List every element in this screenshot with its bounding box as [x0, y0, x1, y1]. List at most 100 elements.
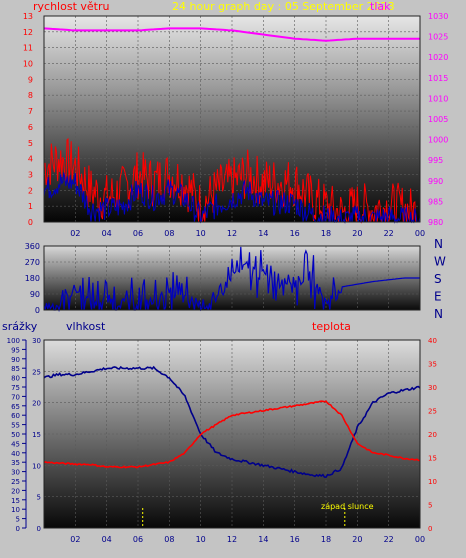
wind-gust-line: [43, 172, 421, 224]
temperature-tick-label: 10: [428, 478, 437, 486]
direction-tick-label: 180: [25, 274, 40, 283]
precip-tick-label: 100: [7, 337, 20, 345]
x-tick-label: 16: [290, 229, 300, 238]
wind-tick-label: 3: [28, 170, 33, 179]
precip-tick-label: 65: [11, 403, 20, 411]
x-tick-label: 20: [352, 229, 362, 238]
x-tick-label: 18: [321, 229, 331, 238]
x-tick-label: 04: [102, 229, 112, 238]
compass-letter: S: [434, 272, 442, 286]
humidity-label: vlhkost: [66, 320, 106, 333]
precip-tick-label: 70: [11, 393, 20, 401]
x-tick-label: 08: [164, 535, 174, 544]
precip-tick-label: 75: [11, 384, 20, 392]
x-tick-label: 10: [196, 229, 206, 238]
precip-tick-label: 25: [11, 478, 20, 486]
temperature-tick-label: 30: [428, 384, 437, 392]
compass-letter: N: [434, 307, 443, 321]
humidity-tick-label: 25: [32, 368, 41, 376]
precip-tick-label: 90: [11, 356, 20, 364]
precip-tick-label: 20: [11, 487, 20, 495]
humidity-line: [43, 365, 421, 479]
precip-tick-label: 95: [11, 346, 20, 354]
chart-title: 24 hour graph day : 05 September 2023: [172, 0, 395, 13]
pressure-tick-label: 990: [428, 177, 443, 186]
wind-tick-label: 13: [23, 12, 33, 21]
direction-panel-frame: [43, 245, 421, 311]
wind-series: [43, 27, 421, 224]
precip-tick-label: 50: [11, 431, 20, 439]
wind-tick-label: 4: [28, 155, 33, 164]
precip-label: srážky: [2, 320, 38, 333]
pressure-line: [43, 27, 420, 42]
direction-series: [43, 246, 420, 313]
pressure-tick-label: 1000: [428, 136, 448, 145]
direction-tick-label: 360: [25, 242, 40, 251]
x-tick-label: 18: [321, 535, 331, 544]
x-tick-label: 16: [290, 535, 300, 544]
pressure-label: tlak: [370, 0, 391, 13]
precip-tick-label: 5: [16, 516, 20, 524]
direction-axis: 0 90 180 270 360: [25, 242, 40, 315]
wind-speed-line: [43, 137, 420, 224]
x-tick-label: 12: [227, 229, 237, 238]
humidity-x-axis: 02 04 06 08 10 12 14 16 18 20 22 00: [70, 535, 425, 544]
pressure-tick-label: 1020: [428, 53, 448, 62]
wind-tick-label: 7: [28, 107, 33, 116]
pressure-tick-label: 1010: [428, 94, 448, 103]
wind-speed-label: rychlost větru: [33, 0, 109, 13]
compass-letter: E: [434, 290, 442, 304]
x-tick-label: 10: [196, 535, 206, 544]
wind-tick-label: 8: [28, 91, 33, 100]
temperature-line: [43, 400, 421, 469]
x-tick-label: 12: [227, 535, 237, 544]
humidity-tick-label: 10: [32, 462, 41, 470]
compass-letter: W: [434, 255, 446, 269]
direction-tick-label: 0: [35, 306, 40, 315]
x-tick-label: 00: [415, 535, 425, 544]
wind-tick-label: 5: [28, 139, 33, 148]
wind-tick-label: 1: [28, 202, 33, 211]
precip-tick-label: 60: [11, 412, 20, 420]
pressure-tick-label: 1015: [428, 74, 448, 83]
pressure-tick-label: 980: [428, 218, 443, 227]
precip-tick-label: 15: [11, 497, 20, 505]
wind-tick-label: 12: [23, 28, 33, 37]
precip-tick-label: 35: [11, 459, 20, 467]
temperature-label: teplota: [312, 320, 351, 333]
humidity-panel-frame: [43, 339, 421, 529]
precip-tick-label: 30: [11, 469, 20, 477]
temperature-tick-label: 15: [428, 455, 437, 463]
pressure-tick-label: 995: [428, 156, 443, 165]
humidity-axis: 0 5 10 15 20 25 30: [32, 337, 41, 533]
x-tick-label: 04: [102, 535, 112, 544]
temperature-tick-label: 5: [428, 502, 432, 510]
x-tick-label: 20: [352, 535, 362, 544]
precip-tick-label: 10: [11, 506, 20, 514]
precip-tick-label: 85: [11, 365, 20, 373]
wind-direction-line: [43, 246, 420, 313]
x-tick-label: 14: [258, 535, 268, 544]
precip-tick-label: 80: [11, 375, 20, 383]
temperature-tick-label: 20: [428, 431, 437, 439]
temperature-axis: 0 5 10 15 20 25 30 35 40: [428, 337, 437, 533]
pressure-tick-label: 985: [428, 197, 443, 206]
direction-tick-label: 90: [30, 290, 40, 299]
x-tick-label: 22: [384, 229, 394, 238]
temperature-tick-label: 0: [428, 525, 432, 533]
precip-tick-label: 45: [11, 440, 20, 448]
compass-letter: N: [434, 237, 443, 251]
direction-tick-label: 270: [25, 258, 40, 267]
temperature-tick-label: 40: [428, 337, 437, 345]
precip-tick-label: 40: [11, 450, 20, 458]
pressure-axis: 980 985 990 995 1000 1005 1010 1015 1020 1025 1030: [428, 12, 448, 227]
wind-tick-label: 9: [28, 75, 33, 84]
wind-x-axis: 02 04 06 08 10 12 14 16 18 20 22 00: [70, 229, 425, 238]
x-tick-label: 14: [258, 229, 268, 238]
wind-tick-label: 2: [28, 186, 33, 195]
wind-tick-label: 0: [28, 218, 33, 227]
